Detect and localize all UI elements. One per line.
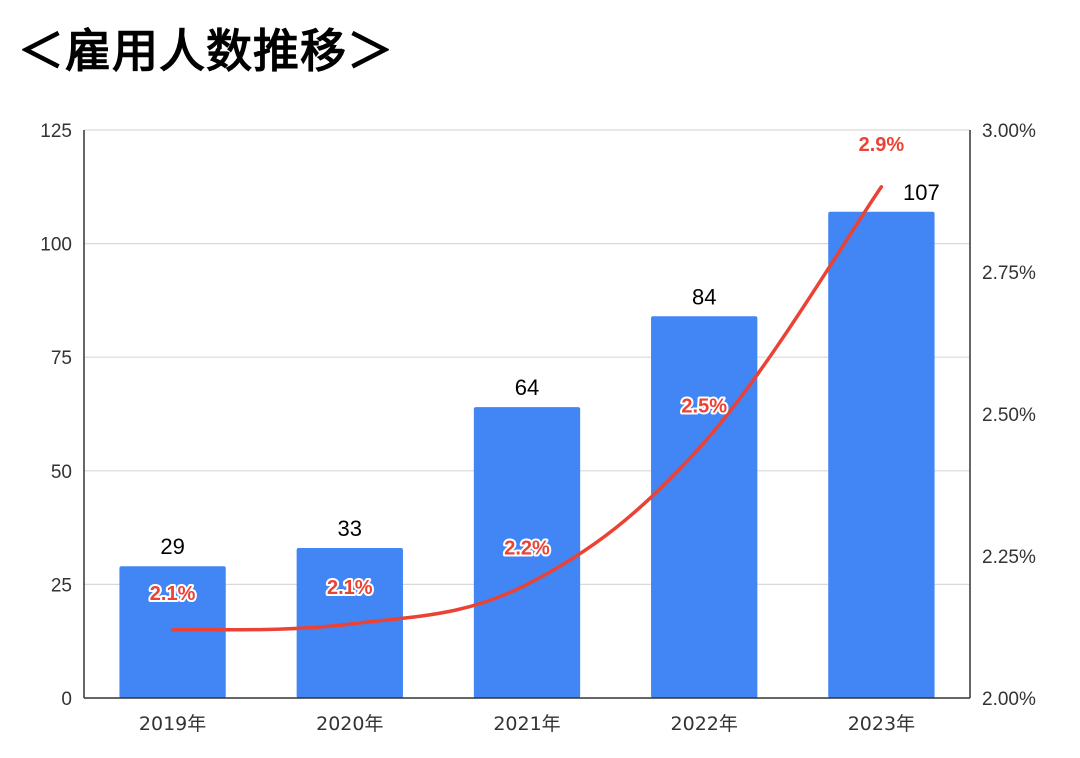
bar-value-label: 107 <box>903 180 940 205</box>
line-value-label: 2.9% <box>859 134 905 156</box>
x-tick-label: 2023年 <box>848 713 915 735</box>
y-tick-label: 25 <box>51 575 72 596</box>
axes: 0 25 50 75 100 125 2.00% 2.25% 2.50% 2.75% 3.00% 20… <box>40 121 1036 735</box>
y-tick-label: 0 <box>61 689 72 710</box>
line-series <box>170 185 884 632</box>
x-tick-label: 2022年 <box>671 713 738 735</box>
line-value-label: 2.1% <box>150 583 196 605</box>
page-title: ＜雇用人数推移＞ <box>18 24 394 78</box>
bar <box>828 211 935 699</box>
line-value-label: 2.1% <box>327 577 373 599</box>
data-labels: 29 33 64 84 107 2.1% 2.1% 2.2% 2.5% 2.9% <box>148 132 940 607</box>
y2-tick-label: 2.75% <box>982 263 1036 284</box>
bar-value-label: 29 <box>160 534 184 559</box>
x-tick-label: 2020年 <box>316 713 383 735</box>
y2-tick-label: 2.00% <box>982 689 1036 710</box>
bar <box>473 407 581 698</box>
bar-value-label: 84 <box>692 284 716 309</box>
y-tick-label: 50 <box>51 462 72 483</box>
line-value-label: 2.5% <box>681 395 727 417</box>
y-tick-label: 125 <box>40 121 72 142</box>
y2-tick-label: 2.50% <box>982 405 1036 426</box>
bar-value-label: 64 <box>515 375 539 400</box>
y-tick-label: 100 <box>40 235 72 256</box>
bar <box>119 566 226 698</box>
y2-tick-label: 2.25% <box>982 547 1036 568</box>
x-tick-label: 2019年 <box>139 713 206 735</box>
line-value-label: 2.2% <box>504 537 550 559</box>
bar-series <box>119 211 935 699</box>
line-series-path <box>170 185 884 632</box>
y-tick-label: 75 <box>51 348 72 369</box>
x-tick-label: 2021年 <box>493 713 560 735</box>
bar <box>651 316 758 698</box>
y2-tick-label: 3.00% <box>982 121 1036 142</box>
bar-value-label: 33 <box>338 516 362 541</box>
